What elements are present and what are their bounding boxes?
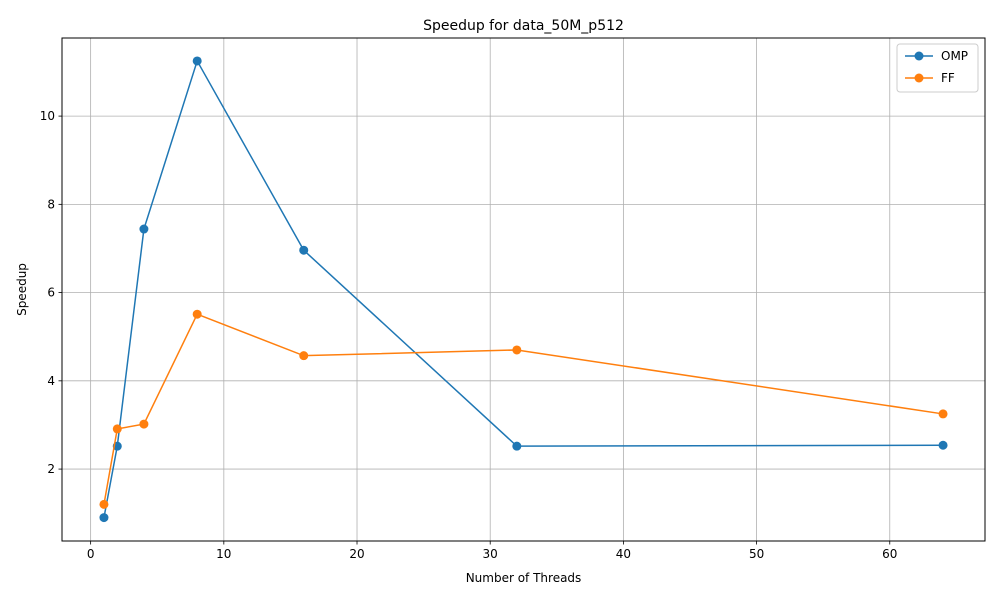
data-point-omp [139, 224, 149, 234]
y-tick-label: 6 [47, 286, 55, 300]
data-point-omp [192, 56, 202, 66]
y-tick-label: 8 [47, 197, 55, 211]
data-point-ff [112, 424, 122, 434]
x-tick-label: 50 [749, 547, 764, 561]
legend-marker-ff [914, 73, 924, 83]
x-tick-label: 40 [616, 547, 631, 561]
y-axis-label: Speedup [15, 263, 29, 316]
chart-title: Speedup for data_50M_p512 [423, 18, 624, 34]
y-tick-label: 2 [47, 462, 55, 476]
data-point-omp [938, 440, 948, 450]
legend: OMP FF [896, 43, 979, 93]
data-point-omp [99, 513, 109, 523]
legend-label-omp: OMP [941, 49, 968, 63]
ticks: 0 10 20 30 40 50 60 2 4 6 8 10 [40, 109, 898, 561]
data-point-ff [938, 409, 948, 419]
legend-marker-omp [914, 51, 924, 61]
legend-label-ff: FF [941, 71, 955, 85]
data-point-ff [512, 345, 522, 355]
data-point-omp [299, 245, 309, 255]
data-point-ff [299, 351, 309, 361]
grid [62, 38, 985, 541]
x-axis-label: Number of Threads [466, 571, 582, 585]
y-tick-label: 10 [40, 109, 55, 123]
data-point-ff [139, 419, 149, 429]
x-tick-label: 20 [349, 547, 364, 561]
x-tick-label: 10 [216, 547, 231, 561]
data-point-ff [192, 309, 202, 319]
y-tick-label: 4 [47, 374, 55, 388]
x-tick-label: 30 [483, 547, 498, 561]
data-point-omp [512, 441, 522, 451]
x-tick-label: 60 [882, 547, 897, 561]
series-layer [99, 56, 948, 523]
data-point-ff [99, 499, 109, 509]
x-tick-label: 0 [87, 547, 95, 561]
plot-frame [61, 37, 986, 542]
